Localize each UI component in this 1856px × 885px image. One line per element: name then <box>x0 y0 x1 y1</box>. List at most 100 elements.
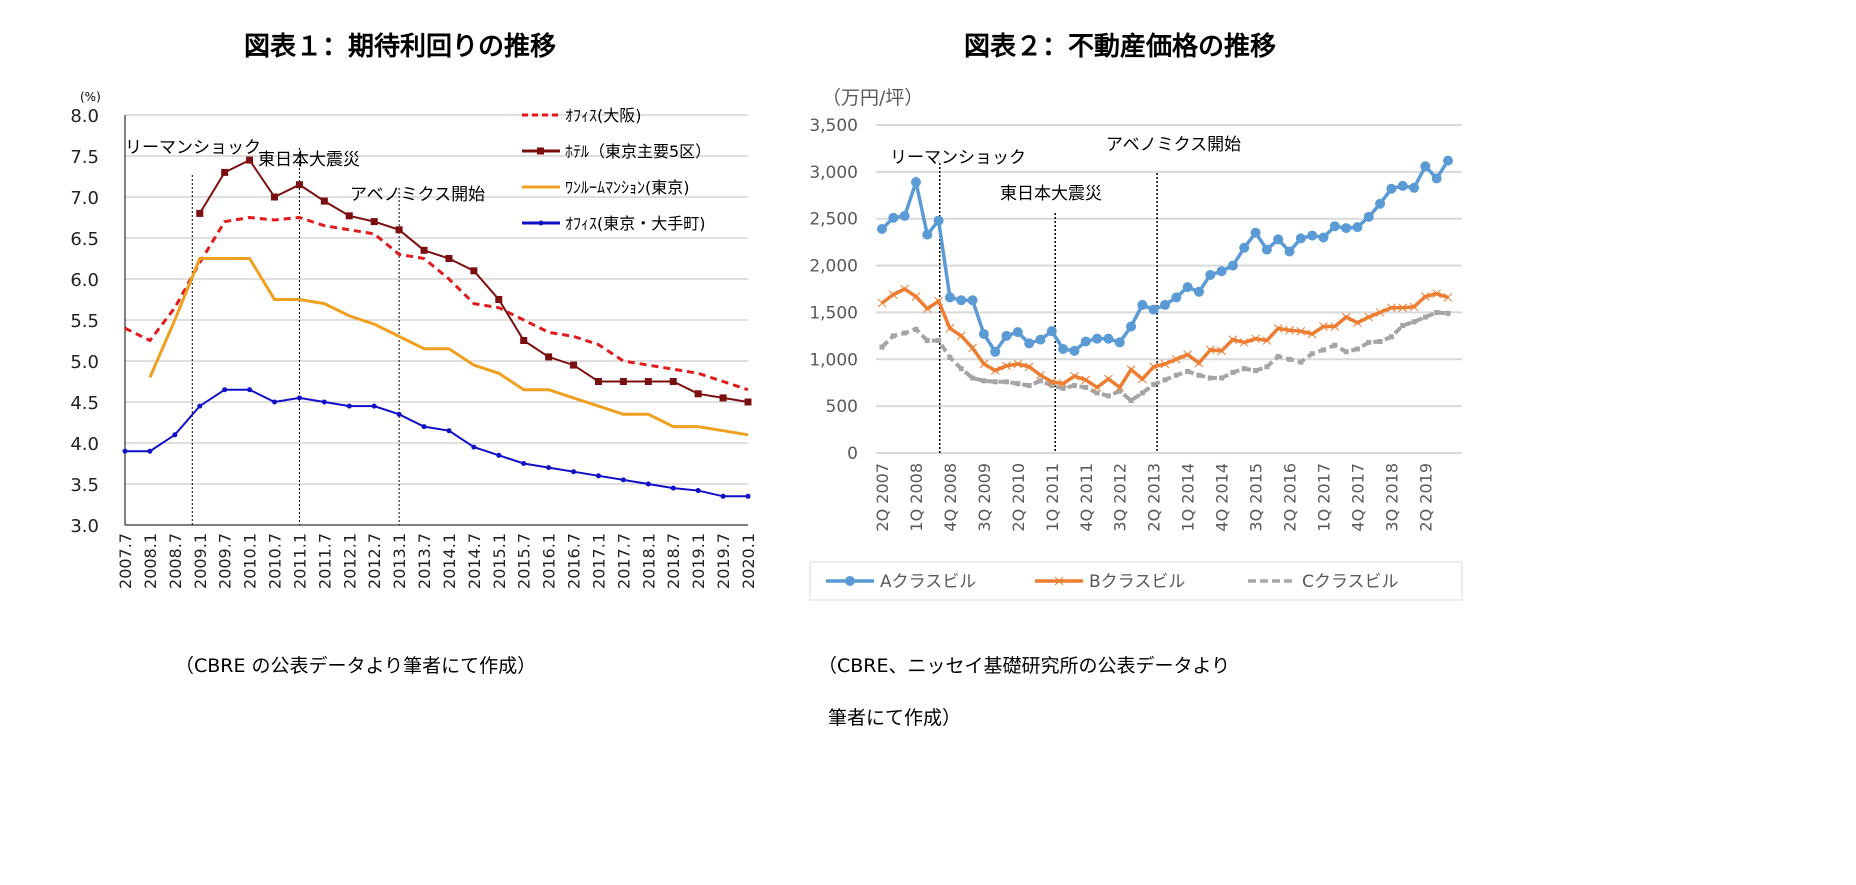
data-point <box>1080 336 1091 347</box>
x-tick-label: 2010.1 <box>241 533 260 589</box>
event-label: 東日本大震災 <box>1000 184 1102 204</box>
data-point <box>371 403 377 409</box>
legend-marker <box>538 220 544 226</box>
x-tick-label: 1Q 2011 <box>1043 463 1062 532</box>
data-point <box>1354 346 1360 352</box>
data-point <box>197 403 203 409</box>
chart2-caption-line1: （CBRE、ニッセイ基礎研究所の公表データより <box>818 655 1230 677</box>
data-point <box>1275 353 1281 359</box>
data-point <box>1046 326 1057 337</box>
data-point <box>1151 382 1157 388</box>
data-point <box>1148 304 1159 315</box>
data-point <box>1239 338 1249 347</box>
y-tick-label: 7.0 <box>70 188 99 209</box>
data-point <box>345 212 353 220</box>
data-point <box>370 218 378 226</box>
data-point <box>1363 211 1374 222</box>
data-point <box>1341 223 1352 234</box>
data-point <box>1319 322 1328 331</box>
x-tick-label: 2016.1 <box>540 533 559 589</box>
data-point <box>1261 244 1272 255</box>
data-point <box>924 338 930 344</box>
data-point <box>694 390 702 398</box>
y-tick-label: 2,000 <box>809 257 858 277</box>
chart2-y-unit: （万円/坪） <box>822 87 923 109</box>
data-point <box>619 378 627 385</box>
data-point <box>1004 379 1010 385</box>
data-point <box>1171 292 1182 303</box>
data-point <box>1037 378 1043 384</box>
data-point <box>1375 308 1385 317</box>
data-point <box>879 344 885 350</box>
data-point <box>520 337 528 344</box>
data-point <box>1409 302 1419 312</box>
data-point <box>1219 375 1225 381</box>
chart1-title: 図表１：期待利回りの推移 <box>244 32 556 62</box>
series-line <box>880 310 1449 404</box>
y-tick-label: 3,500 <box>809 116 858 136</box>
data-point <box>1049 383 1055 389</box>
x-tick-label: 1Q 2017 <box>1314 463 1333 532</box>
event-label: アベノミクス開始 <box>1106 135 1241 155</box>
data-point <box>910 177 921 188</box>
data-point <box>1069 345 1080 356</box>
data-point <box>1182 282 1193 293</box>
data-point <box>1115 383 1125 392</box>
data-point <box>1227 260 1238 271</box>
data-point <box>1105 393 1111 399</box>
series-line <box>880 159 1450 355</box>
legend-label: ｵﾌｨｽ(東京・大手町) <box>565 214 706 233</box>
x-tick-label: 4Q 2014 <box>1213 463 1232 532</box>
x-tick-label: 2019.1 <box>689 533 708 589</box>
x-tick-label: 2014.7 <box>465 533 484 589</box>
data-point <box>1117 388 1123 394</box>
data-point <box>1264 364 1270 370</box>
data-point <box>1137 299 1148 310</box>
data-point <box>1273 234 1284 245</box>
data-point <box>1228 335 1238 344</box>
data-point <box>1307 230 1318 241</box>
data-point <box>945 324 955 333</box>
data-point <box>933 215 944 226</box>
data-point <box>745 493 751 499</box>
data-point <box>1284 246 1295 257</box>
legend-marker <box>537 147 544 155</box>
data-point <box>172 432 178 438</box>
x-tick-label: 1Q 2014 <box>1179 463 1198 532</box>
data-point <box>1058 343 1069 354</box>
data-point <box>1386 183 1397 194</box>
data-point <box>1273 324 1283 333</box>
x-tick-label: 2Q 2010 <box>1009 463 1028 532</box>
x-tick-label: 2Q 2007 <box>873 463 892 532</box>
data-point <box>1422 314 1428 320</box>
data-point <box>1094 390 1100 396</box>
data-point <box>1114 337 1125 348</box>
data-point <box>1434 309 1440 315</box>
data-point <box>1035 334 1046 345</box>
data-point <box>196 209 204 217</box>
series-line <box>124 215 749 392</box>
data-point <box>421 424 427 430</box>
y-tick-label: 3,000 <box>809 163 858 183</box>
legend-label: ﾎﾃﾙ（東京主要5区） <box>565 142 711 161</box>
data-point <box>1047 377 1057 387</box>
y-tick-label: 8.0 <box>70 106 99 127</box>
data-point <box>899 210 910 221</box>
data-point <box>222 387 228 393</box>
data-point <box>1239 242 1250 253</box>
data-point <box>1318 232 1329 243</box>
data-point <box>1409 182 1420 193</box>
data-point <box>221 168 229 176</box>
series-line <box>125 388 748 498</box>
data-point <box>992 379 998 385</box>
data-point <box>1185 368 1191 374</box>
data-point <box>1295 233 1306 244</box>
data-point <box>1343 349 1349 355</box>
data-point <box>1036 370 1045 380</box>
chart2-caption-line2: 筆者にて作成） <box>828 707 961 729</box>
x-tick-label: 4Q 2011 <box>1077 463 1096 532</box>
x-tick-label: 2017.1 <box>589 533 608 589</box>
data-point <box>877 298 887 308</box>
y-tick-label: 5.0 <box>70 352 99 373</box>
